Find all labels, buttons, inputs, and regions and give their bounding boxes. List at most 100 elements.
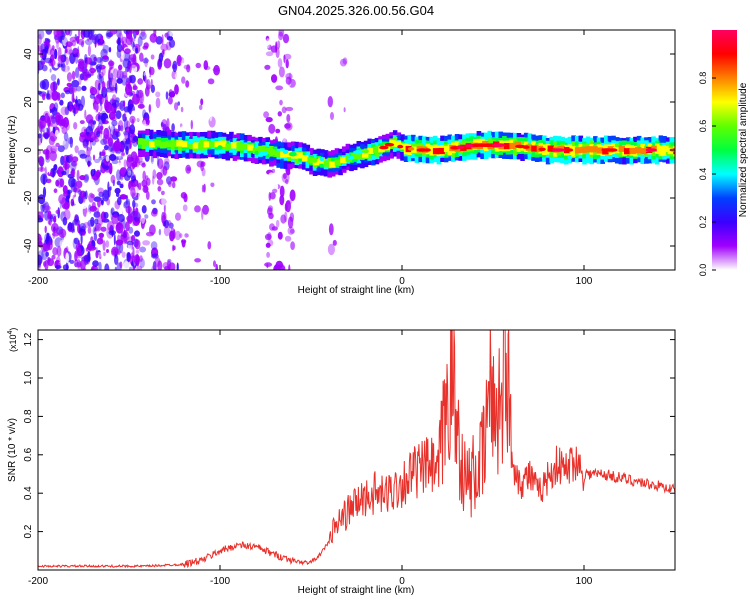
heatmap-peak-cell bbox=[608, 148, 618, 152]
heatmap-noise-cell bbox=[175, 212, 181, 221]
heatmap-noise-cell bbox=[213, 260, 216, 268]
heatmap-noise-cell bbox=[56, 246, 62, 257]
heatmap-ridge-cell bbox=[214, 141, 221, 148]
heatmap-noise-cell bbox=[59, 178, 65, 188]
heatmap-ridge-cell bbox=[192, 142, 200, 149]
heatmap-ridge-cell bbox=[378, 146, 385, 153]
heatmap-noise-cell bbox=[88, 131, 96, 141]
heatmap-ridge-cell bbox=[181, 141, 189, 148]
heatmap-noise-cell bbox=[168, 181, 172, 188]
heatmap-noise-cell bbox=[69, 36, 78, 43]
heatmap-noise-cell bbox=[128, 226, 134, 234]
heatmap-noise-cell bbox=[52, 232, 60, 237]
heatmap-noise-cell bbox=[62, 216, 68, 226]
heatmap-noise-cell bbox=[69, 259, 75, 264]
heatmap-peak-cell bbox=[521, 145, 530, 149]
heatmap-noise-cell bbox=[99, 151, 102, 159]
heatmap-noise-cell bbox=[175, 31, 181, 41]
heatmap-noise-cell bbox=[267, 218, 273, 224]
heatmap-noise-cell bbox=[275, 85, 284, 91]
heatmap-noise-cell bbox=[115, 110, 122, 120]
heatmap-noise-cell bbox=[129, 266, 132, 270]
heatmap-noise-cell bbox=[75, 67, 80, 79]
heatmap-ridge-cell bbox=[230, 142, 238, 149]
heatmap-ridge-cell bbox=[236, 143, 243, 150]
heatmap-noise-cell bbox=[71, 178, 77, 188]
heatmap-noise-cell bbox=[287, 216, 294, 229]
heatmap-noise-cell bbox=[65, 56, 69, 66]
heatmap-noise-cell bbox=[148, 215, 154, 224]
heatmap-noise-cell bbox=[336, 244, 344, 256]
heatmap-noise-cell bbox=[126, 215, 134, 223]
heatmap-noise-cell bbox=[174, 72, 182, 80]
heatmap-noise-cell bbox=[213, 64, 221, 76]
heatmap-noise-cell bbox=[76, 52, 80, 58]
heatmap-noise-cell bbox=[39, 116, 47, 129]
heatmap-noise-cell bbox=[61, 30, 67, 38]
heatmap-noise-cell bbox=[64, 90, 71, 95]
heatmap-noise-cell bbox=[186, 64, 191, 73]
heatmap-noise-cell bbox=[86, 146, 91, 158]
heatmap-noise-cell bbox=[275, 128, 281, 134]
heatmap-noise-cell bbox=[83, 173, 90, 181]
heatmap-noise-cell bbox=[180, 239, 187, 244]
heatmap-ridge-cell bbox=[585, 146, 593, 153]
x-tick-label: -100 bbox=[210, 276, 230, 287]
heatmap-noise-cell bbox=[124, 66, 130, 73]
heatmap-noise-cell bbox=[64, 160, 68, 171]
heatmap-noise-cell bbox=[133, 83, 137, 90]
heatmap-noise-cell bbox=[156, 178, 164, 186]
heatmap-noise-cell bbox=[139, 31, 147, 40]
heatmap-ridge-cell bbox=[389, 140, 396, 147]
heatmap-ridge-cell bbox=[269, 149, 276, 156]
y-tick-label: 0.6 bbox=[23, 447, 34, 461]
heatmap-noise-cell bbox=[126, 240, 134, 246]
heatmap-noise-cell bbox=[77, 190, 83, 195]
heatmap-noise-cell bbox=[71, 160, 78, 167]
heatmap-noise-cell bbox=[150, 241, 158, 251]
heatmap-noise-cell bbox=[48, 161, 51, 174]
heatmap-noise-cell bbox=[176, 262, 179, 270]
heatmap-noise-cell bbox=[125, 205, 132, 214]
heatmap-noise-cell bbox=[55, 179, 60, 187]
heatmap-noise-cell bbox=[150, 54, 155, 60]
heatmap-noise-cell bbox=[89, 64, 93, 70]
heatmap-noise-cell bbox=[170, 176, 178, 182]
heatmap-noise-cell bbox=[156, 172, 163, 180]
heatmap-noise-cell bbox=[100, 197, 105, 204]
heatmap-noise-cell bbox=[265, 51, 274, 57]
heatmap-noise-cell bbox=[144, 86, 150, 97]
heatmap-noise-cell bbox=[121, 251, 126, 258]
heatmap-peak-cell bbox=[187, 139, 195, 145]
heatmap-noise-cell bbox=[152, 169, 157, 180]
heatmap-noise-cell bbox=[202, 204, 210, 215]
heatmap-noise-cell bbox=[91, 182, 96, 192]
heatmap-noise-cell bbox=[128, 105, 132, 115]
heatmap-noise-cell bbox=[137, 89, 144, 99]
colorbar-tick-label: 0.0 bbox=[698, 264, 708, 277]
heatmap-noise-cell bbox=[264, 59, 271, 65]
heatmap-noise-cell bbox=[148, 103, 152, 113]
heatmap-noise-cell bbox=[135, 249, 140, 254]
heatmap-noise-cell bbox=[82, 68, 90, 81]
heatmap-noise-cell bbox=[113, 156, 119, 161]
heatmap-noise-cell bbox=[90, 193, 95, 199]
heatmap-noise-cell bbox=[87, 226, 92, 234]
heatmap-noise-cell bbox=[64, 30, 71, 36]
heatmap-peak-cell bbox=[551, 148, 566, 152]
heatmap-noise-cell bbox=[119, 140, 127, 145]
x-tick-label: -100 bbox=[210, 576, 230, 587]
heatmap-noise-cell bbox=[79, 259, 86, 270]
heatmap-panel: -200 -100 0 100 40 20 0 -20 -40 Height of strai… bbox=[7, 29, 676, 296]
heatmap-noise-cell bbox=[163, 203, 166, 214]
heatmap-noise-cell bbox=[132, 222, 137, 227]
heatmap-noise-cell bbox=[52, 80, 58, 91]
heatmap-noise-cell bbox=[66, 189, 73, 194]
heatmap-peak-cell bbox=[629, 148, 641, 152]
heatmap-noise-cell bbox=[174, 102, 179, 111]
heatmap-noise-cell bbox=[289, 189, 296, 202]
heatmap-noise-cell bbox=[73, 122, 78, 130]
heatmap-noise-cell bbox=[38, 45, 43, 52]
heatmap-noise-cell bbox=[96, 57, 103, 63]
heatmap-ridge-cell bbox=[427, 146, 434, 153]
